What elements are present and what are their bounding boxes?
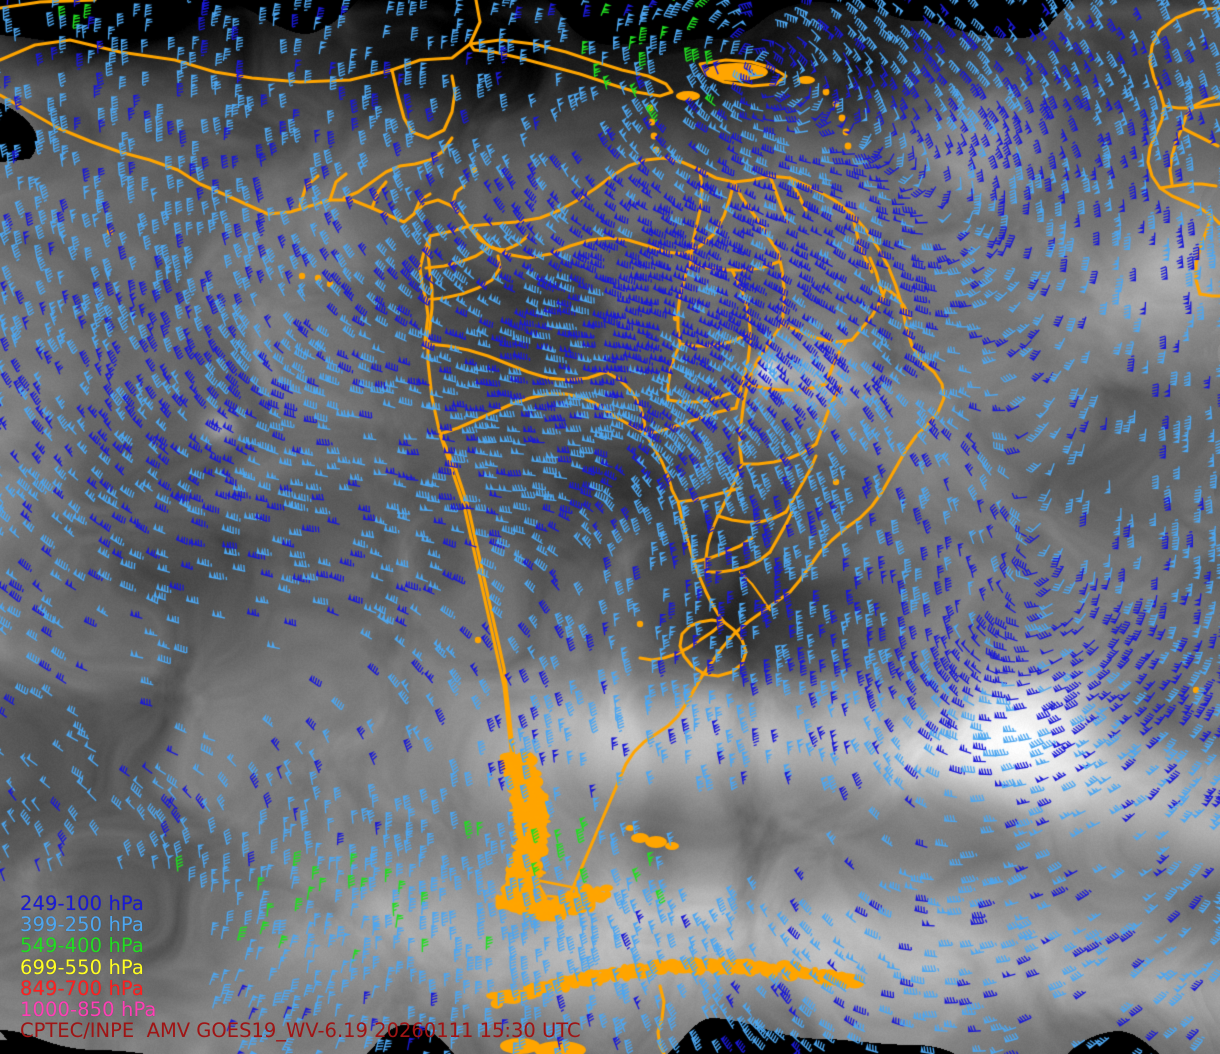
pressure-level-legend: 249-100 hPa 399-250 hPa 549-400 hPa 699-…	[20, 893, 156, 1020]
legend-item-849-700: 849-700 hPa	[20, 976, 144, 1000]
legend-item-699-550: 699-550 hPa	[20, 955, 144, 979]
legend-item-399-250: 399-250 hPa	[20, 913, 144, 937]
legend-item-249-100: 249-100 hPa	[20, 892, 144, 915]
legend-item-549-400: 549-400 hPa	[20, 934, 144, 958]
legend-item-1000-850: 1000-850 hPa	[20, 998, 157, 1022]
product-caption: CPTEC/INPE AMV GOES19_WV-6.19 20260111 1…	[20, 1019, 581, 1042]
